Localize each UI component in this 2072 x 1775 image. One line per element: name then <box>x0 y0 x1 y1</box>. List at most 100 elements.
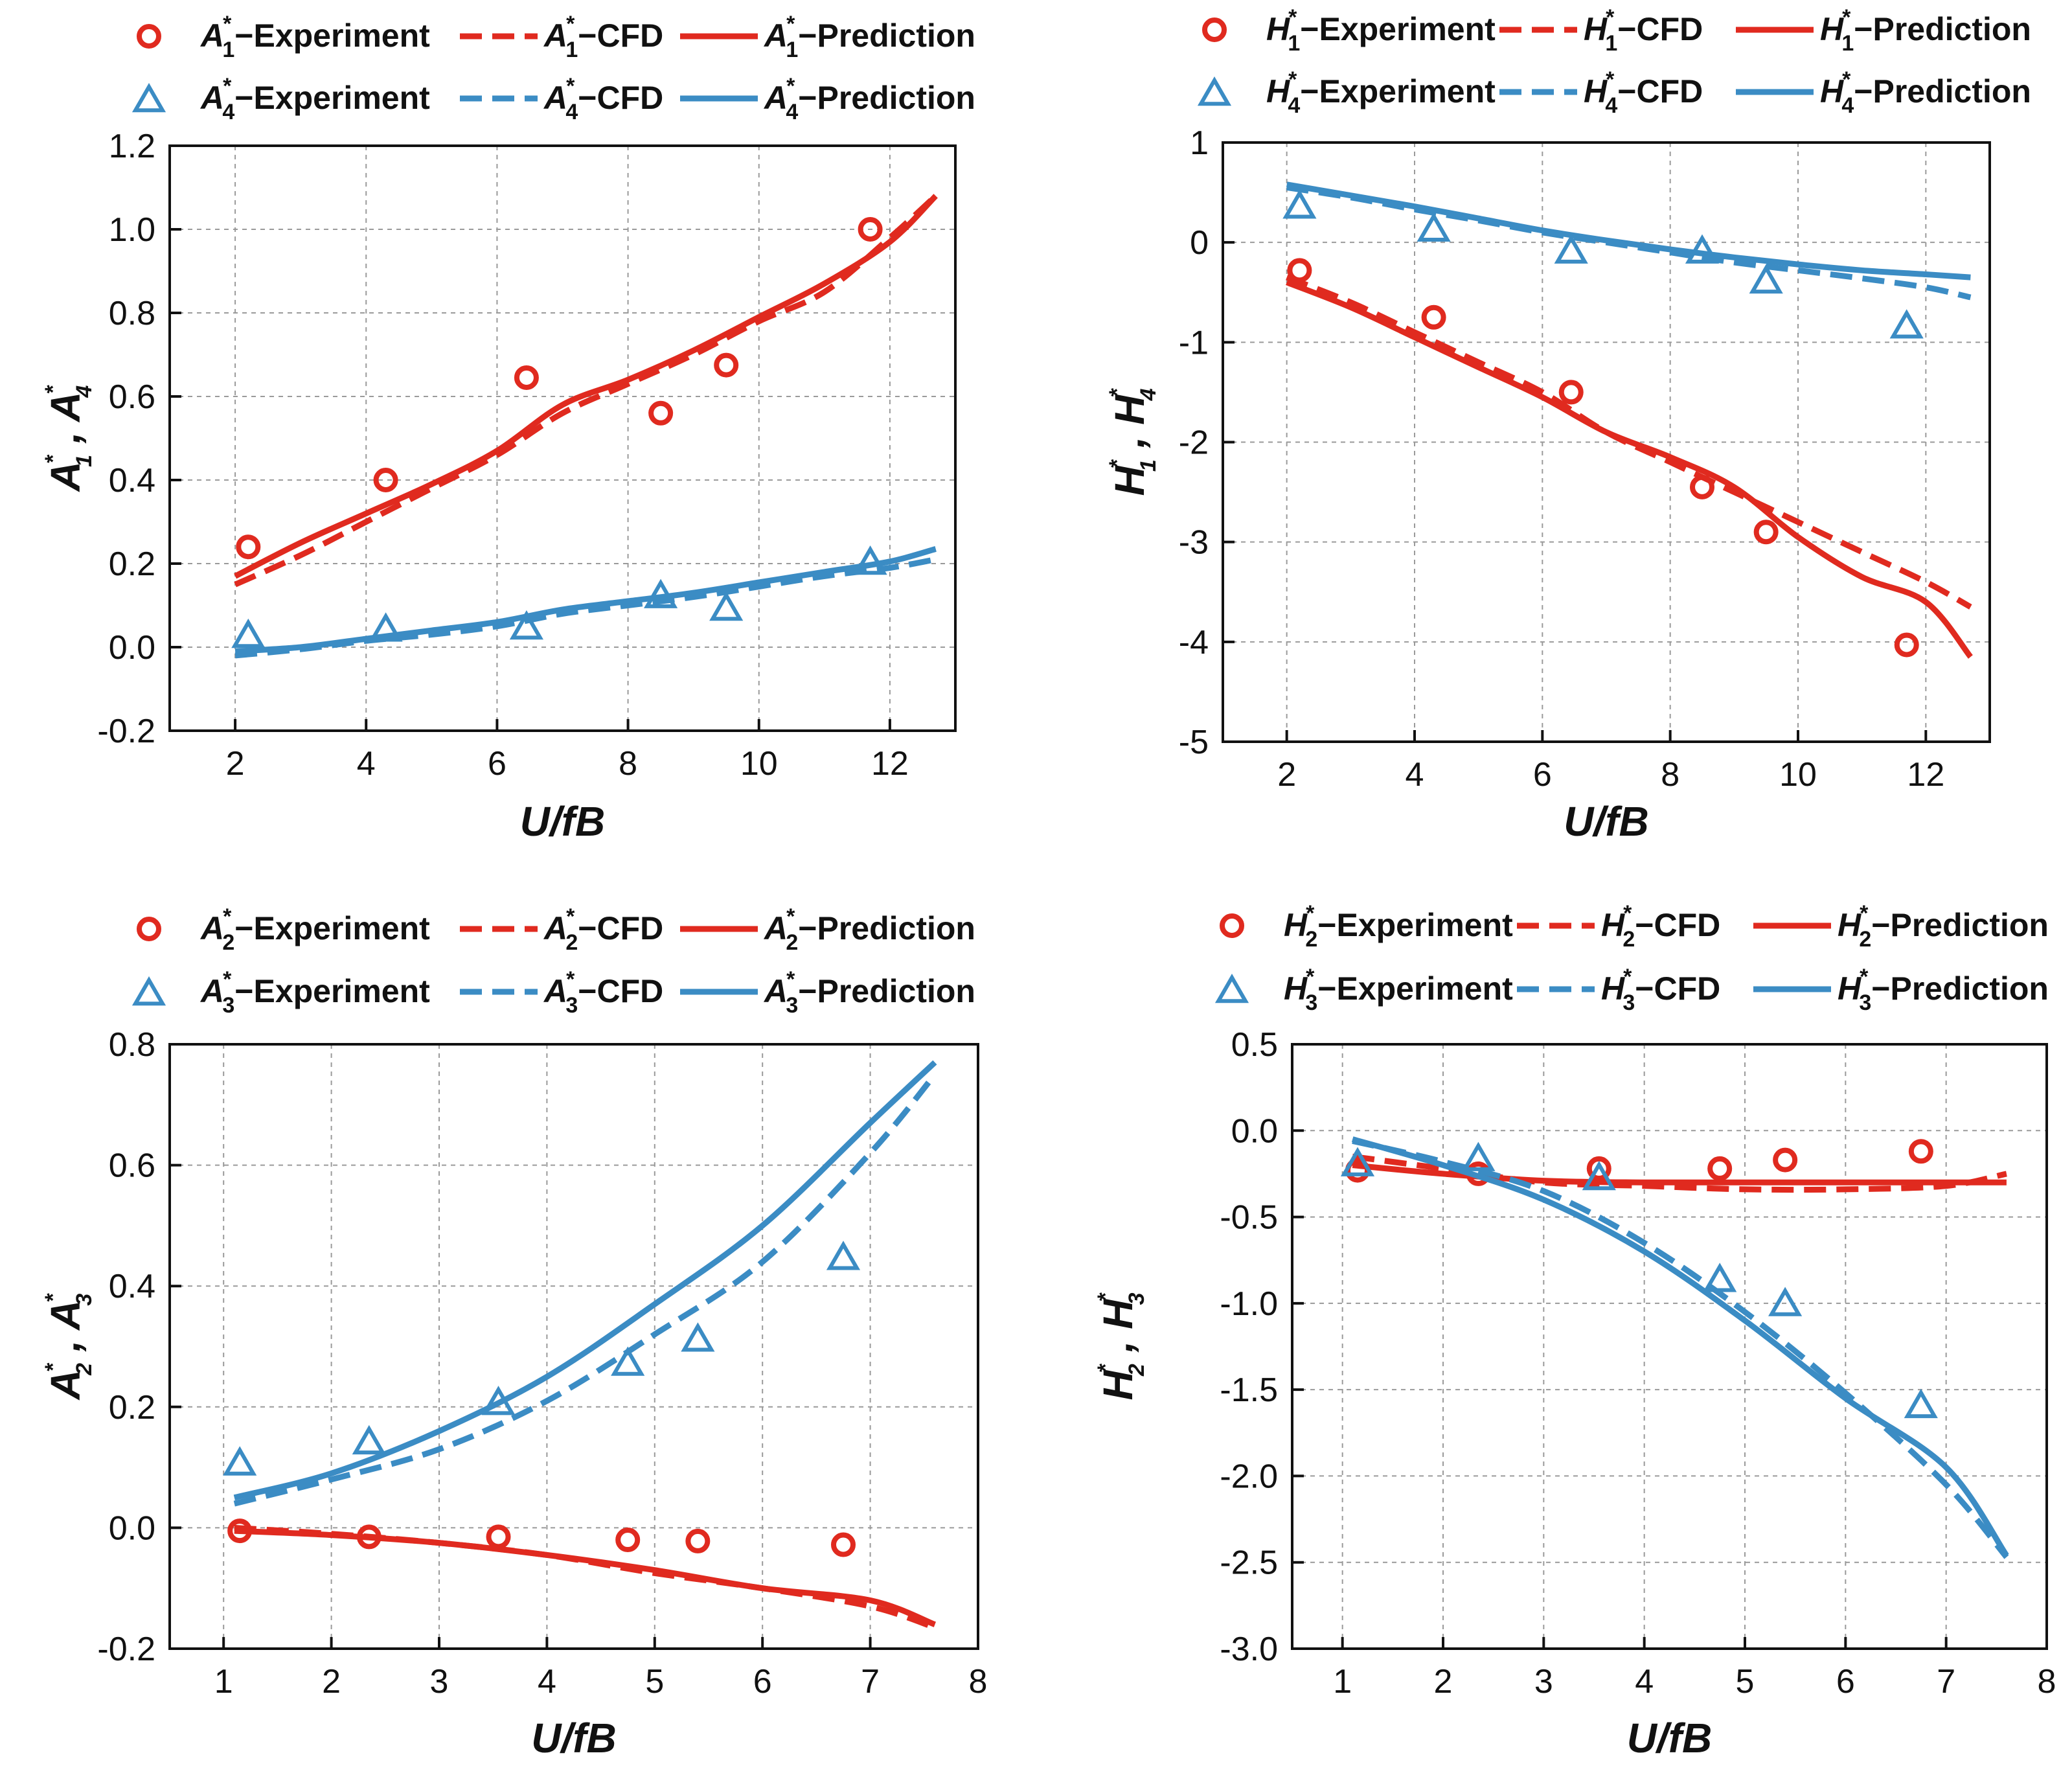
y-tick-label: 0.8 <box>109 1026 155 1064</box>
data-point-a3-experiment <box>352 1425 386 1455</box>
x-tick-label: 2 <box>1277 756 1296 794</box>
y-tick-label: 1.2 <box>109 128 155 165</box>
legend-item: H* 2−CFD <box>1517 901 1720 952</box>
legend: A* 2−Experiment A* 2−CFD A* 2−Prediction A* 3−E… <box>131 904 975 1018</box>
legend-item: A* 4−Prediction <box>680 74 975 124</box>
legend: H* 2−Experiment H* 2−CFD H* 2−Prediction H* 3−E… <box>1214 901 2049 1015</box>
data-point-a3-experiment <box>223 1446 257 1476</box>
data-point-h3-experiment <box>1461 1141 1496 1171</box>
data-point-h4-experiment <box>1889 309 1924 339</box>
x-axis-label: U/fB <box>531 1715 617 1761</box>
x-tick-label: 2 <box>226 745 245 783</box>
legend-label: H* 4−Prediction <box>1820 67 2031 118</box>
y-tick-label: -0.5 <box>1220 1199 1278 1237</box>
legend-label: H* 2−Experiment <box>1284 901 1513 952</box>
x-axis-label: U/fB <box>1627 1715 1713 1761</box>
x-tick-label: 4 <box>538 1663 556 1701</box>
x-tick-label: 6 <box>753 1663 772 1701</box>
legend-item: H* 2−Experiment <box>1220 901 1513 952</box>
series-line-h4-prediction <box>1286 181 1971 281</box>
series-line-h3-cfd <box>1352 1138 2009 1559</box>
axis-ticks: 2 4 6 8 10 12 -5 -4 -3 -2 -1 0 1 <box>1179 124 1945 794</box>
legend-marker <box>137 24 161 49</box>
data-point-a1-experiment <box>514 365 539 390</box>
series-group <box>223 1060 937 1631</box>
legend-item: A* 4−Experiment <box>131 74 430 124</box>
legend-label: A* 1−CFD <box>543 12 663 62</box>
chart-a1-a4: 2 4 6 8 10 12 -0.2 0.0 0.2 0.4 0.6 0.8 1.0 1.2 U/fB A* 1… <box>41 12 975 845</box>
data-point-h4-experiment <box>1417 212 1451 242</box>
x-tick-label: 10 <box>1779 756 1817 794</box>
axis-ticks: 1 2 3 4 5 6 7 8 -0.2 0.0 0.2 0.4 0.6 0.8 <box>97 1026 987 1701</box>
x-tick-label: 7 <box>1937 1663 1955 1701</box>
plot-frame <box>1291 1043 2048 1650</box>
data-point-h3-experiment <box>1582 1160 1616 1191</box>
legend-label: A* 3−Prediction <box>763 967 975 1018</box>
data-point-a2-experiment <box>685 1528 711 1553</box>
y-axis-label: H* 1 , H* 4 <box>1105 388 1161 496</box>
legend-label: A* 2−Experiment <box>199 904 430 955</box>
legend-marker <box>131 976 166 1006</box>
data-point-h1-experiment <box>1753 520 1779 545</box>
legend-label: H* 3−Experiment <box>1284 965 1513 1015</box>
y-tick-label: 0.6 <box>109 1147 155 1185</box>
legend-label: H* 1−Prediction <box>1820 5 2031 56</box>
grid-lines <box>1292 1044 2047 1649</box>
legend-marker <box>137 917 161 941</box>
y-tick-label: 0.0 <box>109 1509 155 1547</box>
data-point-h1-experiment <box>1421 304 1446 330</box>
x-tick-label: 8 <box>2038 1663 2056 1701</box>
data-point-h2-experiment <box>1773 1147 1798 1173</box>
x-axis-label: U/fB <box>520 798 606 845</box>
legend-label: H* 2−Prediction <box>1838 901 2049 952</box>
legend-label: A* 2−CFD <box>543 904 663 955</box>
y-tick-label: -1.0 <box>1220 1285 1278 1323</box>
legend-item: H* 3−CFD <box>1517 965 1720 1015</box>
y-tick-label: -3.0 <box>1220 1631 1278 1668</box>
chart-a2-a3: 1 2 3 4 5 6 7 8 -0.2 0.0 0.2 0.4 0.6 0.8 U/fB A* 2 , A* 3… <box>41 904 987 1761</box>
legend-marker <box>1214 973 1249 1003</box>
y-tick-label: 0.2 <box>109 1389 155 1426</box>
data-point-h2-experiment <box>1707 1156 1733 1181</box>
legend-item: H* 1−Experiment <box>1202 5 1496 56</box>
series-line-a3-cfd <box>233 1072 937 1507</box>
legend-item: H* 3−Prediction <box>1753 965 2049 1015</box>
y-tick-label: 0.0 <box>1231 1112 1278 1150</box>
series-group <box>1282 181 1973 659</box>
legend-item: A* 1−Experiment <box>137 12 430 62</box>
y-tick-label: 0.5 <box>1231 1026 1278 1064</box>
x-tick-label: 12 <box>1907 756 1944 794</box>
x-tick-label: 5 <box>1736 1663 1755 1701</box>
y-axis-label: A* 1 , A* 4 <box>41 385 97 493</box>
legend-item: A* 3−Experiment <box>131 967 430 1018</box>
data-point-a3-experiment <box>681 1322 715 1352</box>
legend-label: H* 4−CFD <box>1584 67 1703 118</box>
data-point-h3-experiment <box>1904 1388 1938 1419</box>
legend-item: H* 4−Prediction <box>1736 67 2031 118</box>
data-point-a4-experiment <box>709 591 744 621</box>
y-tick-label: 0.8 <box>109 295 155 332</box>
y-tick-label: 1.0 <box>109 211 155 249</box>
x-tick-label: 4 <box>1635 1663 1654 1701</box>
x-tick-label: 8 <box>969 1663 988 1701</box>
legend: A* 1−Experiment A* 1−CFD A* 1−Prediction A* 4−E… <box>131 12 975 124</box>
x-tick-label: 12 <box>871 745 909 783</box>
data-point-h1-experiment <box>1894 632 1919 658</box>
legend-label: H* 2−CFD <box>1601 901 1720 952</box>
data-point-a1-experiment <box>648 400 674 426</box>
data-point-h3-experiment <box>1768 1287 1803 1316</box>
x-tick-label: 6 <box>1533 756 1552 794</box>
axis-ticks: 1 2 3 4 5 6 7 8 -3.0 -2.5 -2.0 -1.5 -1.0 -0.5 0.0 0.5 <box>1220 1026 2056 1701</box>
x-tick-label: 2 <box>1434 1663 1453 1701</box>
legend-label: H* 1−Experiment <box>1266 5 1496 56</box>
legend-label: A* 4−Prediction <box>763 74 975 124</box>
y-tick-label: -2 <box>1179 424 1209 462</box>
data-point-a1-experiment <box>373 468 398 492</box>
series-line-h3-prediction <box>1351 1136 2009 1557</box>
legend-marker <box>1197 76 1232 106</box>
y-tick-label: 0.0 <box>109 629 155 667</box>
legend-item: A* 2−CFD <box>460 904 663 955</box>
y-tick-label: -2.5 <box>1220 1544 1278 1582</box>
legend-label: A* 3−CFD <box>543 967 663 1018</box>
